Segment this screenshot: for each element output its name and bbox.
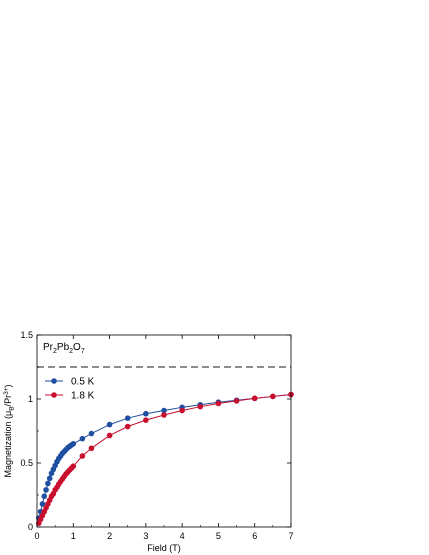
data-point — [215, 400, 222, 407]
data-point — [251, 395, 258, 402]
data-point — [161, 412, 167, 418]
data-point — [39, 501, 46, 507]
data-point — [43, 487, 49, 493]
data-point — [106, 432, 113, 439]
data-point — [88, 445, 95, 452]
y-tick-label: 1 — [28, 394, 33, 404]
x-tick-label: 1 — [71, 531, 76, 541]
data-point — [143, 410, 149, 417]
data-point — [143, 417, 149, 423]
y-axis-title: Magnetization (μB/Pr3+) — [3, 385, 16, 478]
x-tick-label: 2 — [107, 531, 112, 541]
x-axis-title: Field (T) — [147, 543, 181, 553]
legend-label: 1.8 K — [71, 391, 95, 402]
x-tick-label: 7 — [288, 531, 293, 541]
legend-label: 0.5 K — [71, 377, 95, 388]
x-tick-label: 0 — [34, 531, 39, 541]
data-point — [45, 480, 51, 487]
data-point — [233, 398, 240, 404]
y-tick-label: 0.5 — [20, 458, 33, 468]
data-point — [161, 407, 167, 414]
data-point — [197, 403, 204, 410]
plot-frame — [36, 334, 292, 528]
series-0 — [36, 391, 294, 521]
data-point — [270, 393, 276, 400]
x-tick-label: 4 — [180, 531, 185, 541]
data-point — [79, 435, 86, 442]
data-point — [46, 475, 53, 482]
y-tick-label: 1.5 — [20, 330, 33, 340]
legend-marker — [51, 392, 57, 398]
data-point — [124, 415, 131, 422]
data-point — [70, 441, 77, 447]
data-point — [179, 407, 185, 414]
data-point — [88, 430, 95, 437]
series-1 — [36, 391, 294, 526]
legend-marker — [51, 378, 57, 384]
data-point — [124, 423, 131, 430]
x-tick-label: 3 — [143, 531, 148, 541]
data-point — [106, 421, 113, 428]
data-point — [79, 453, 86, 459]
data-point — [70, 463, 77, 470]
x-tick-label: 6 — [252, 531, 257, 541]
y-tick-label: 0 — [28, 522, 33, 532]
data-point — [41, 493, 48, 500]
x-tick-label: 5 — [216, 531, 221, 541]
compound-label: Pr2Pb2O7 — [43, 342, 85, 355]
